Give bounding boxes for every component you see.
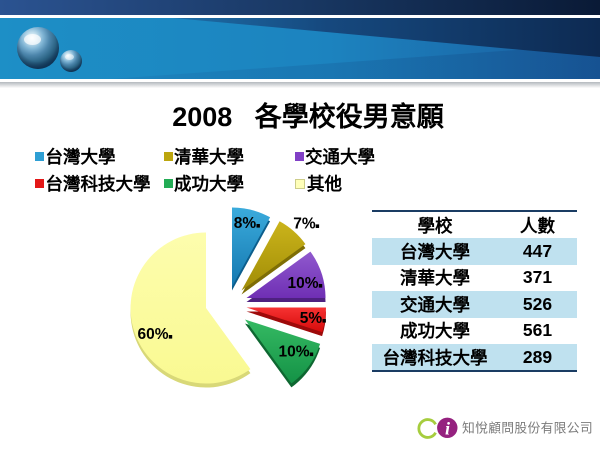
svg-text:知悅顧問股份有限公司: 知悅顧問股份有限公司: [462, 421, 593, 436]
svg-text:7%: 7%: [293, 216, 316, 233]
svg-text:i: i: [445, 419, 450, 439]
svg-text:60%: 60%: [137, 326, 168, 343]
svg-text:10%: 10%: [278, 344, 309, 361]
svg-text:5%: 5%: [300, 310, 323, 327]
svg-text:8%: 8%: [234, 215, 257, 232]
svg-text:10%: 10%: [287, 275, 318, 292]
